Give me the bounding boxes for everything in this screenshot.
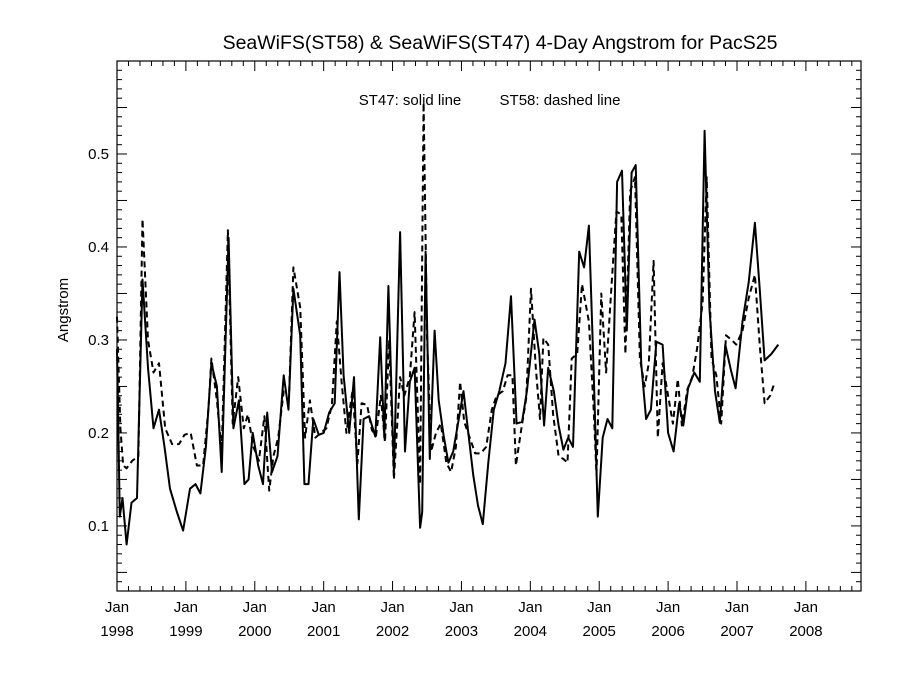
x-tick-label-year: 1998 — [100, 623, 133, 640]
legend-annotation-solid: ST47: solid line — [359, 92, 462, 109]
series-line-st58 — [116, 101, 776, 492]
y-tick-label: 0.4 — [88, 239, 109, 256]
x-tick-label-month: Jan — [587, 599, 611, 616]
x-tick-label-year: 2007 — [720, 623, 753, 640]
y-tick-label: 0.2 — [88, 425, 109, 442]
x-tick-label-year: 2000 — [238, 623, 271, 640]
x-tick-label-month: Jan — [725, 599, 749, 616]
x-tick-label-year: 2006 — [651, 623, 684, 640]
x-tick-label-month: Jan — [243, 599, 267, 616]
x-tick-label-month: Jan — [794, 599, 818, 616]
y-tick-label: 0.3 — [88, 332, 109, 349]
series-line-st47 — [116, 129, 780, 546]
chart-title: SeaWiFS(ST58) & SeaWiFS(ST47) 4-Day Angs… — [223, 32, 778, 54]
x-tick-label-year: 2008 — [789, 623, 822, 640]
x-tick-label-year: 2005 — [583, 623, 616, 640]
x-tick-label-year: 2003 — [445, 623, 478, 640]
y-tick-label: 0.5 — [88, 146, 109, 163]
y-axis-label: Angstrom — [55, 278, 72, 342]
x-tick-label-month: Jan — [518, 599, 542, 616]
x-tick-label-month: Jan — [656, 599, 680, 616]
x-tick-label-year: 2001 — [307, 623, 340, 640]
x-tick-label-month: Jan — [174, 599, 198, 616]
x-tick-label-year: 2002 — [376, 623, 409, 640]
x-tick-label-year: 2004 — [514, 623, 547, 640]
y-tick-label: 0.1 — [88, 518, 109, 535]
plot-frame — [116, 60, 862, 592]
x-tick-label-month: Jan — [105, 599, 129, 616]
x-tick-label-month: Jan — [449, 599, 473, 616]
x-tick-label-month: Jan — [312, 599, 336, 616]
x-tick-label-month: Jan — [380, 599, 404, 616]
legend-annotation-dashed: ST58: dashed line — [500, 92, 621, 109]
x-tick-label-year: 1999 — [169, 623, 202, 640]
